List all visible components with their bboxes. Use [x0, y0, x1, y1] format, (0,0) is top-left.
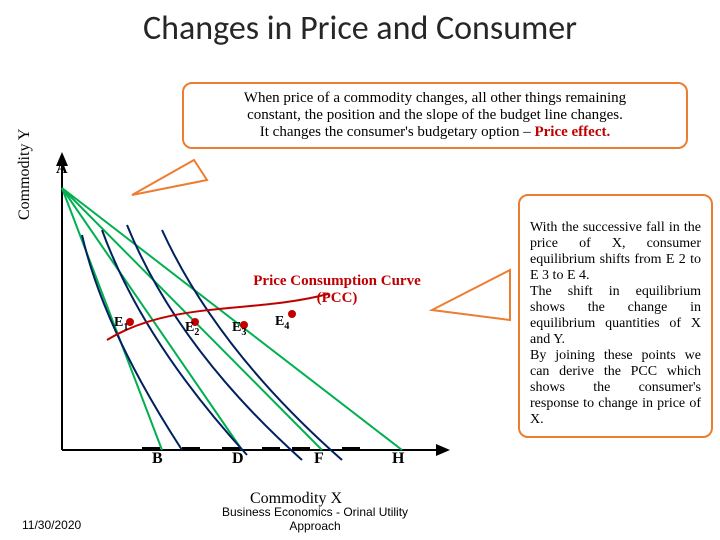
label-B: B [152, 450, 163, 468]
y-axis-label: Commodity Y [16, 129, 34, 220]
label-A: A [56, 160, 68, 178]
label-E1: E1 [114, 315, 128, 333]
label-pcc: Price Consumption Curve(PCC) [232, 273, 442, 307]
slide-footer: Business Economics - Orinal Utility Appr… [210, 505, 420, 533]
label-F: F [314, 450, 324, 468]
callout-explanation: With the successive fall in the price of… [518, 194, 713, 438]
slide-date: 11/30/2020 [22, 518, 81, 532]
label-E3: E3 [232, 320, 246, 338]
callout-right-text: With the successive fall in the price of… [530, 220, 701, 427]
label-H: H [392, 450, 404, 468]
callout-top-highlight: Price effect. [534, 124, 610, 140]
slide-title: Changes in Price and Consumer [0, 8, 720, 49]
label-E2: E2 [185, 320, 199, 338]
label-E4: E4 [275, 314, 289, 332]
label-D: D [232, 450, 244, 468]
